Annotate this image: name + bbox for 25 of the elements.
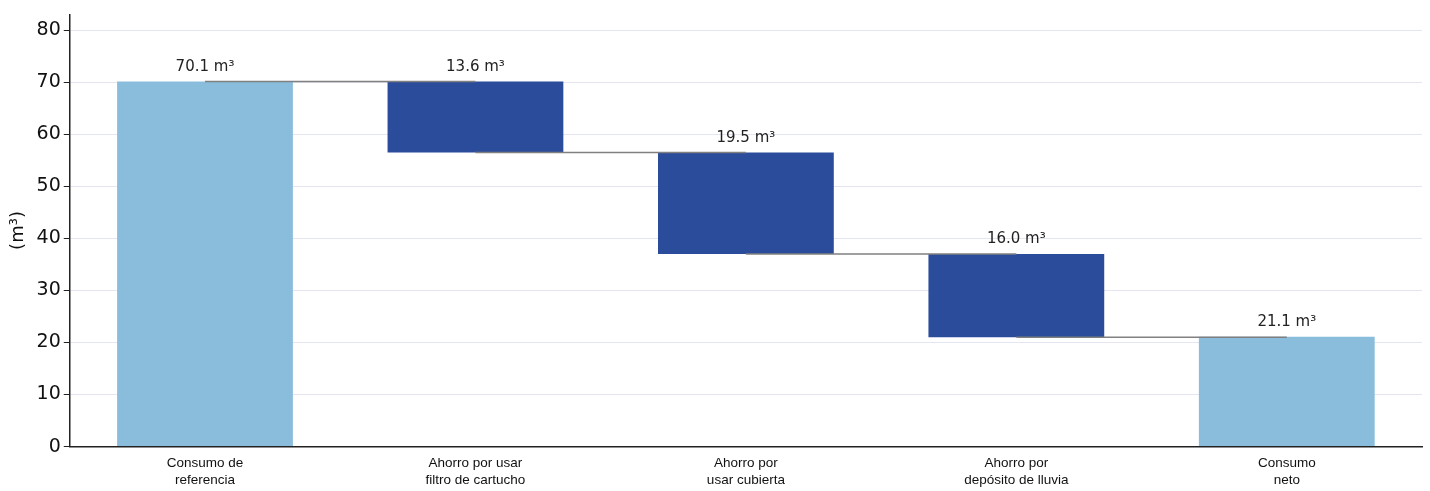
data-label: 16.0 m³ <box>986 229 1046 248</box>
bar <box>928 253 1105 338</box>
x-tick-label: Ahorro por usar cubierta <box>706 455 786 487</box>
data-label: 70.1 m³ <box>175 56 235 75</box>
data-label: 19.5 m³ <box>716 127 776 146</box>
data-label: 21.1 m³ <box>1257 312 1317 331</box>
y-tick-label: 80 <box>36 16 61 39</box>
bar <box>387 81 564 153</box>
y-tick-label: 30 <box>36 277 61 300</box>
y-tick-label: 70 <box>36 69 61 92</box>
y-tick-label: 60 <box>36 121 61 144</box>
x-tick-label: Ahorro por depósito de lluvia <box>964 455 1069 487</box>
bar <box>1198 336 1375 447</box>
x-tick-label: Ahorro por usar filtro de cartucho <box>425 455 526 487</box>
data-label: 13.6 m³ <box>446 56 505 75</box>
y-tick-label: 40 <box>36 225 61 248</box>
y-tick-label: 50 <box>36 173 61 196</box>
y-tick-label: 10 <box>36 381 61 404</box>
y-tick-label: 20 <box>36 329 61 352</box>
y-tick-label: 0 <box>48 433 61 456</box>
x-tick-label: Consumo de referencia <box>166 455 244 487</box>
y-axis-title: (m³) <box>6 211 28 250</box>
bar <box>657 152 834 254</box>
x-tick-label: Consumo neto <box>1257 455 1316 487</box>
bar <box>117 81 293 447</box>
